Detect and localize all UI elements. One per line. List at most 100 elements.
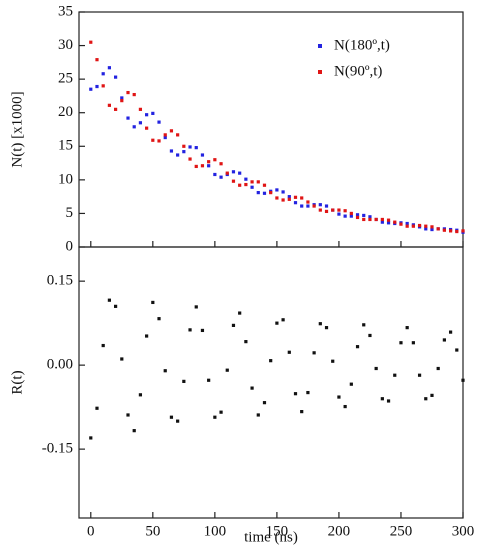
data-point: [244, 340, 248, 344]
data-point: [200, 164, 205, 168]
data-point: [250, 180, 254, 184]
data-point: [238, 171, 242, 175]
x-tick-label: 250: [390, 523, 413, 539]
data-point: [219, 410, 223, 414]
data-point: [132, 429, 136, 433]
data-point: [306, 200, 310, 204]
data-point: [89, 87, 93, 91]
data-point: [386, 221, 391, 225]
data-point: [343, 209, 347, 213]
y-tick-label: 0.00: [47, 357, 73, 373]
y-tick-label: 20: [58, 104, 73, 120]
data-point: [448, 229, 453, 233]
data-point: [349, 214, 353, 218]
data-point: [430, 393, 434, 397]
legend-marker: [318, 44, 322, 48]
data-point: [138, 121, 143, 125]
legend-marker: [318, 70, 322, 74]
data-point: [163, 135, 167, 140]
x-tick-label: 50: [145, 523, 160, 539]
data-point: [293, 195, 298, 199]
data-point: [368, 333, 372, 338]
data-point: [343, 404, 347, 409]
data-point: [213, 172, 217, 177]
data-point: [355, 345, 360, 349]
data-point: [207, 160, 211, 164]
data-point: [312, 204, 316, 208]
data-point: [262, 401, 267, 405]
data-point: [95, 84, 99, 89]
data-point: [343, 214, 347, 218]
data-point: [269, 359, 273, 363]
data-point: [362, 213, 366, 218]
data-point: [405, 224, 409, 228]
data-point: [411, 341, 415, 345]
data-point: [101, 72, 105, 76]
data-point: [157, 139, 161, 143]
data-point: [213, 158, 217, 162]
data-point: [101, 343, 105, 348]
data-point: [114, 107, 118, 111]
data-point: [250, 185, 254, 189]
data-point: [324, 204, 329, 208]
data-point: [269, 191, 273, 195]
data-point: [231, 323, 236, 327]
data-point: [244, 177, 248, 181]
data-point: [157, 120, 161, 124]
data-point: [442, 338, 446, 342]
data-point: [231, 170, 236, 174]
data-point: [157, 317, 161, 321]
data-point: [182, 150, 186, 154]
data-point: [405, 221, 409, 226]
y-tick-label: 25: [58, 71, 73, 87]
data-point: [318, 208, 322, 212]
data-point: [337, 208, 341, 212]
data-point: [386, 218, 391, 222]
data-point: [355, 215, 360, 220]
data-point: [405, 326, 409, 330]
data-point: [417, 223, 422, 228]
data-point: [349, 211, 353, 216]
data-point: [349, 382, 353, 386]
data-point: [262, 191, 267, 195]
data-point: [275, 188, 279, 192]
data-point: [442, 228, 446, 232]
data-point: [281, 190, 285, 194]
data-point: [182, 379, 186, 383]
plot-frame: [78, 246, 464, 519]
data-point: [300, 410, 304, 414]
data-point: [114, 304, 118, 308]
data-point: [95, 58, 99, 62]
data-point: [126, 90, 130, 95]
data-point: [411, 224, 415, 228]
data-point: [393, 220, 397, 224]
data-point: [194, 146, 198, 150]
data-point: [337, 212, 341, 216]
data-point: [424, 397, 428, 401]
data-point: [169, 415, 174, 419]
data-point: [95, 406, 99, 410]
plot-frame: [78, 11, 464, 248]
data-point: [362, 323, 366, 327]
data-point: [256, 180, 260, 184]
data-point: [436, 227, 440, 231]
data-point: [355, 213, 360, 217]
data-point: [362, 217, 366, 222]
data-point: [101, 84, 105, 88]
data-point: [368, 215, 372, 219]
data-point: [424, 227, 428, 231]
data-point: [424, 224, 428, 228]
data-point: [169, 129, 174, 133]
data-point: [256, 413, 260, 417]
data-point: [176, 419, 180, 423]
data-point: [386, 399, 391, 403]
data-point: [430, 227, 434, 232]
data-point: [200, 328, 205, 333]
data-point: [461, 378, 465, 382]
data-point: [293, 201, 298, 205]
data-point: [380, 217, 384, 222]
y-tick-label: 0: [66, 238, 74, 254]
data-point: [120, 99, 124, 103]
data-point: [151, 300, 155, 305]
